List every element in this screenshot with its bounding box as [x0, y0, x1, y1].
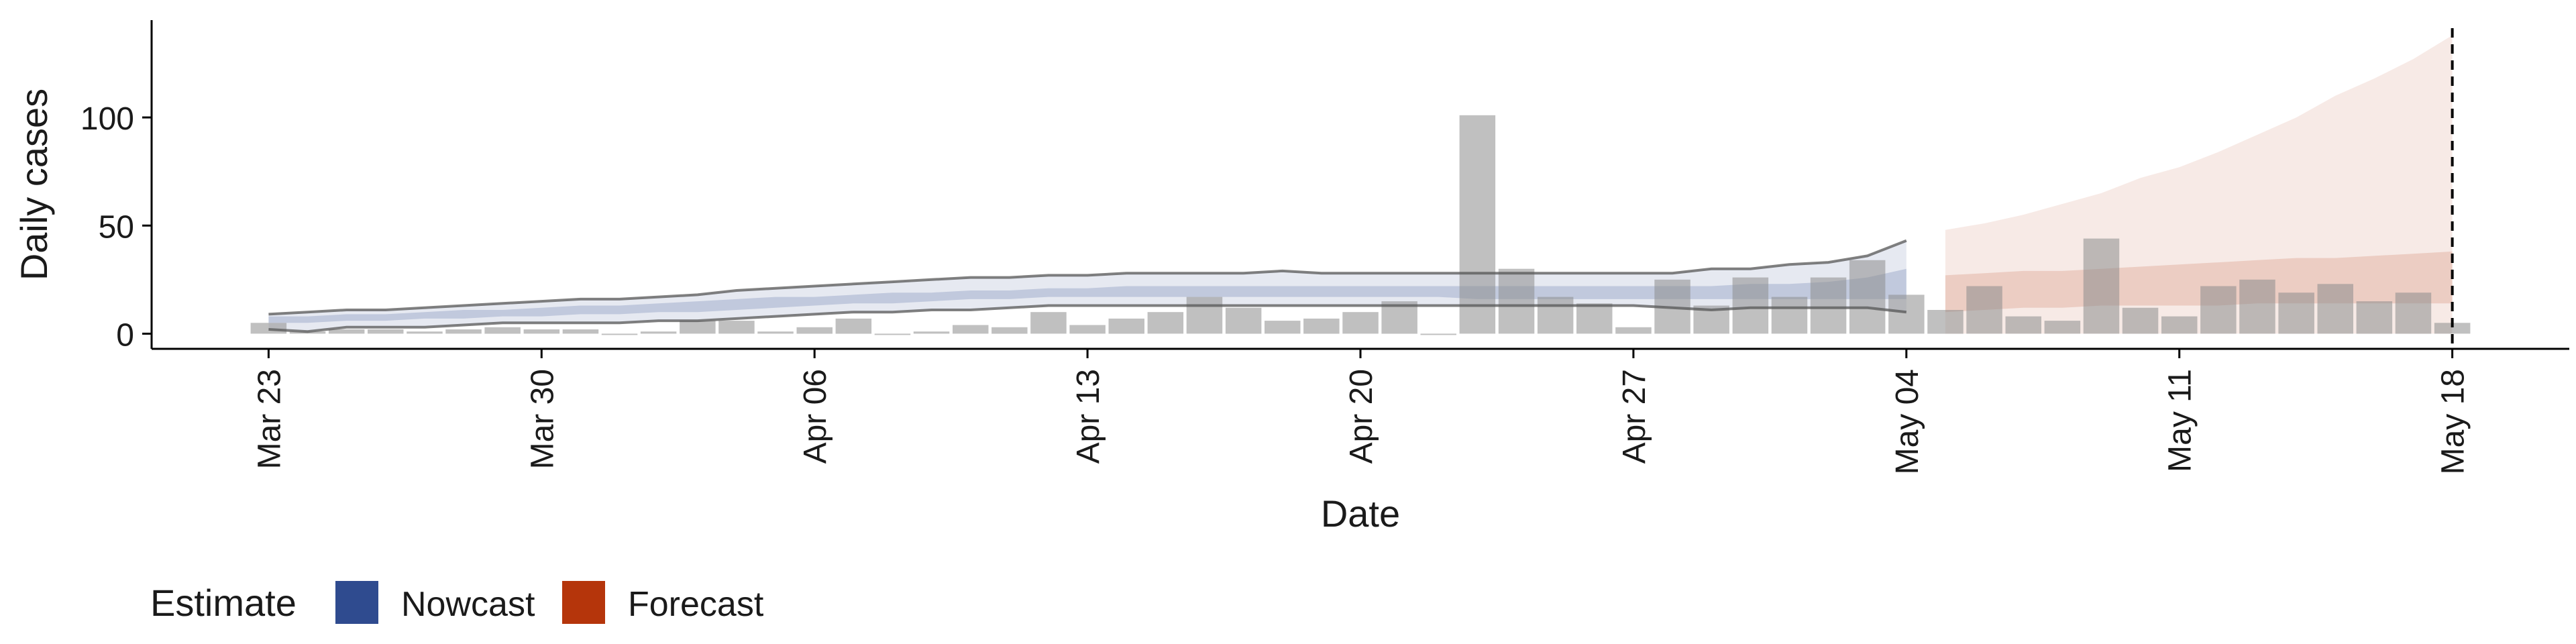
- case-bar: [953, 325, 989, 334]
- case-bar: [1732, 277, 1769, 334]
- case-bar: [1810, 277, 1847, 334]
- case-bar: [1342, 312, 1379, 334]
- case-bar: [2122, 307, 2159, 334]
- y-axis-ticks: 0 50 100: [80, 101, 152, 353]
- case-bar: [250, 323, 287, 334]
- x-tick-label: Apr 06: [798, 369, 833, 464]
- case-bar: [1225, 307, 1262, 334]
- case-bar: [913, 331, 950, 334]
- y-tick-label: 50: [99, 209, 134, 245]
- nowcast-band-90: [268, 240, 1907, 332]
- case-bar: [601, 333, 638, 335]
- legend-swatch-nowcast: [335, 581, 378, 624]
- case-bar: [2044, 321, 2081, 334]
- x-tick-label: Apr 20: [1344, 369, 1379, 464]
- nowcast-upper-line: [268, 239, 1907, 316]
- case-bar: [562, 329, 599, 334]
- case-bar: [445, 329, 482, 334]
- case-bar: [1888, 294, 1925, 334]
- x-axis-ticks: Mar 23 Mar 30 Apr 06 Apr 13 Apr 20 Apr 27 May …: [252, 349, 2471, 474]
- x-tick-label: May 11: [2163, 369, 2198, 472]
- case-bar: [523, 329, 560, 334]
- forecast-bands: [1945, 35, 2453, 334]
- case-bar: [1030, 312, 1067, 334]
- case-bar: [991, 327, 1028, 334]
- y-axis-title: Daily cases: [13, 89, 55, 280]
- case-bar: [2434, 323, 2471, 334]
- case-bar: [1966, 286, 2002, 334]
- case-bar: [874, 333, 911, 335]
- nowcast-lower-line: [268, 304, 1907, 333]
- case-bar: [1069, 325, 1106, 334]
- case-bar: [1147, 312, 1184, 334]
- case-bar: [2356, 301, 2393, 334]
- case-bar: [1576, 303, 1613, 334]
- case-bar: [2083, 238, 2120, 334]
- legend-title: Estimate: [150, 582, 297, 624]
- case-bar: [1498, 268, 1535, 334]
- legend-label-forecast: Forecast: [628, 585, 764, 624]
- case-bar: [1265, 321, 1301, 334]
- case-bar: [2395, 292, 2432, 334]
- legend-swatch-forecast: [562, 581, 605, 624]
- x-tick-label: Apr 13: [1071, 369, 1106, 464]
- legend-label-nowcast: Nowcast: [401, 585, 535, 624]
- x-tick-label: May 04: [1890, 369, 1925, 474]
- case-bar: [1420, 333, 1456, 335]
- case-bar: [1927, 310, 1964, 334]
- case-bar: [1459, 115, 1496, 334]
- case-bar: [835, 318, 872, 334]
- case-bar: [484, 327, 521, 334]
- case-bar: [1615, 327, 1652, 334]
- case-bar: [1771, 297, 1808, 334]
- x-tick-label: Apr 27: [1617, 369, 1652, 464]
- case-bar: [2239, 279, 2275, 334]
- case-bar: [407, 331, 443, 334]
- case-bar: [2200, 286, 2237, 334]
- y-tick-label: 100: [80, 101, 134, 137]
- y-tick-label: 0: [116, 317, 134, 353]
- x-tick-label: May 18: [2436, 369, 2471, 474]
- case-bar: [368, 329, 404, 334]
- case-bar: [2161, 316, 2198, 334]
- case-bar: [2317, 284, 2353, 334]
- x-tick-label: Mar 23: [252, 369, 287, 469]
- nowcast-interval-lines: [268, 239, 1907, 333]
- x-tick-label: Mar 30: [525, 369, 560, 469]
- case-bar: [328, 329, 365, 334]
- case-bar: [1537, 297, 1574, 334]
- case-bar: [1108, 318, 1144, 334]
- case-bar: [796, 327, 833, 334]
- nowcast-band-50: [268, 268, 1907, 323]
- case-bar: [2005, 316, 2041, 334]
- case-bar: [680, 321, 716, 334]
- forecast-band-90: [1945, 35, 2453, 334]
- nowcast-bands: [268, 240, 1907, 332]
- case-bar: [718, 321, 755, 334]
- case-bar: [640, 331, 677, 334]
- case-bar: [2278, 292, 2314, 334]
- case-bars: [250, 115, 2471, 335]
- case-bar: [1186, 297, 1223, 334]
- x-axis-title: Date: [1321, 492, 1400, 535]
- case-bar: [757, 331, 794, 334]
- case-bar: [1303, 318, 1340, 334]
- case-bar: [1849, 260, 1886, 334]
- legend: Estimate Nowcast Forecast: [150, 581, 764, 624]
